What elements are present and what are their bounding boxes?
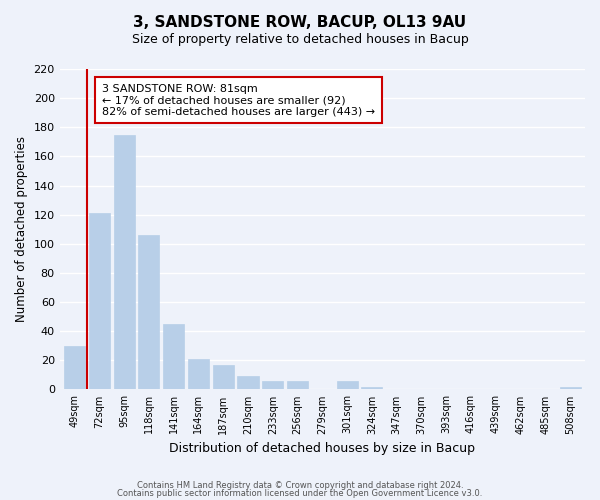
Text: Contains HM Land Registry data © Crown copyright and database right 2024.: Contains HM Land Registry data © Crown c… (137, 480, 463, 490)
Text: 3, SANDSTONE ROW, BACUP, OL13 9AU: 3, SANDSTONE ROW, BACUP, OL13 9AU (133, 15, 467, 30)
Bar (163, 324, 184, 390)
Bar (113, 134, 134, 390)
Text: Contains public sector information licensed under the Open Government Licence v3: Contains public sector information licen… (118, 489, 482, 498)
Bar (238, 376, 259, 390)
Bar (64, 346, 85, 390)
X-axis label: Distribution of detached houses by size in Bacup: Distribution of detached houses by size … (169, 442, 475, 455)
Text: 3 SANDSTONE ROW: 81sqm
← 17% of detached houses are smaller (92)
82% of semi-det: 3 SANDSTONE ROW: 81sqm ← 17% of detached… (102, 84, 375, 117)
Bar (89, 213, 110, 390)
Bar (188, 359, 209, 390)
Bar (212, 364, 234, 390)
Y-axis label: Number of detached properties: Number of detached properties (15, 136, 28, 322)
Bar (139, 235, 160, 390)
Bar (361, 386, 382, 390)
Bar (560, 386, 581, 390)
Bar (262, 380, 283, 390)
Bar (287, 380, 308, 390)
Bar (337, 380, 358, 390)
Text: Size of property relative to detached houses in Bacup: Size of property relative to detached ho… (131, 32, 469, 46)
